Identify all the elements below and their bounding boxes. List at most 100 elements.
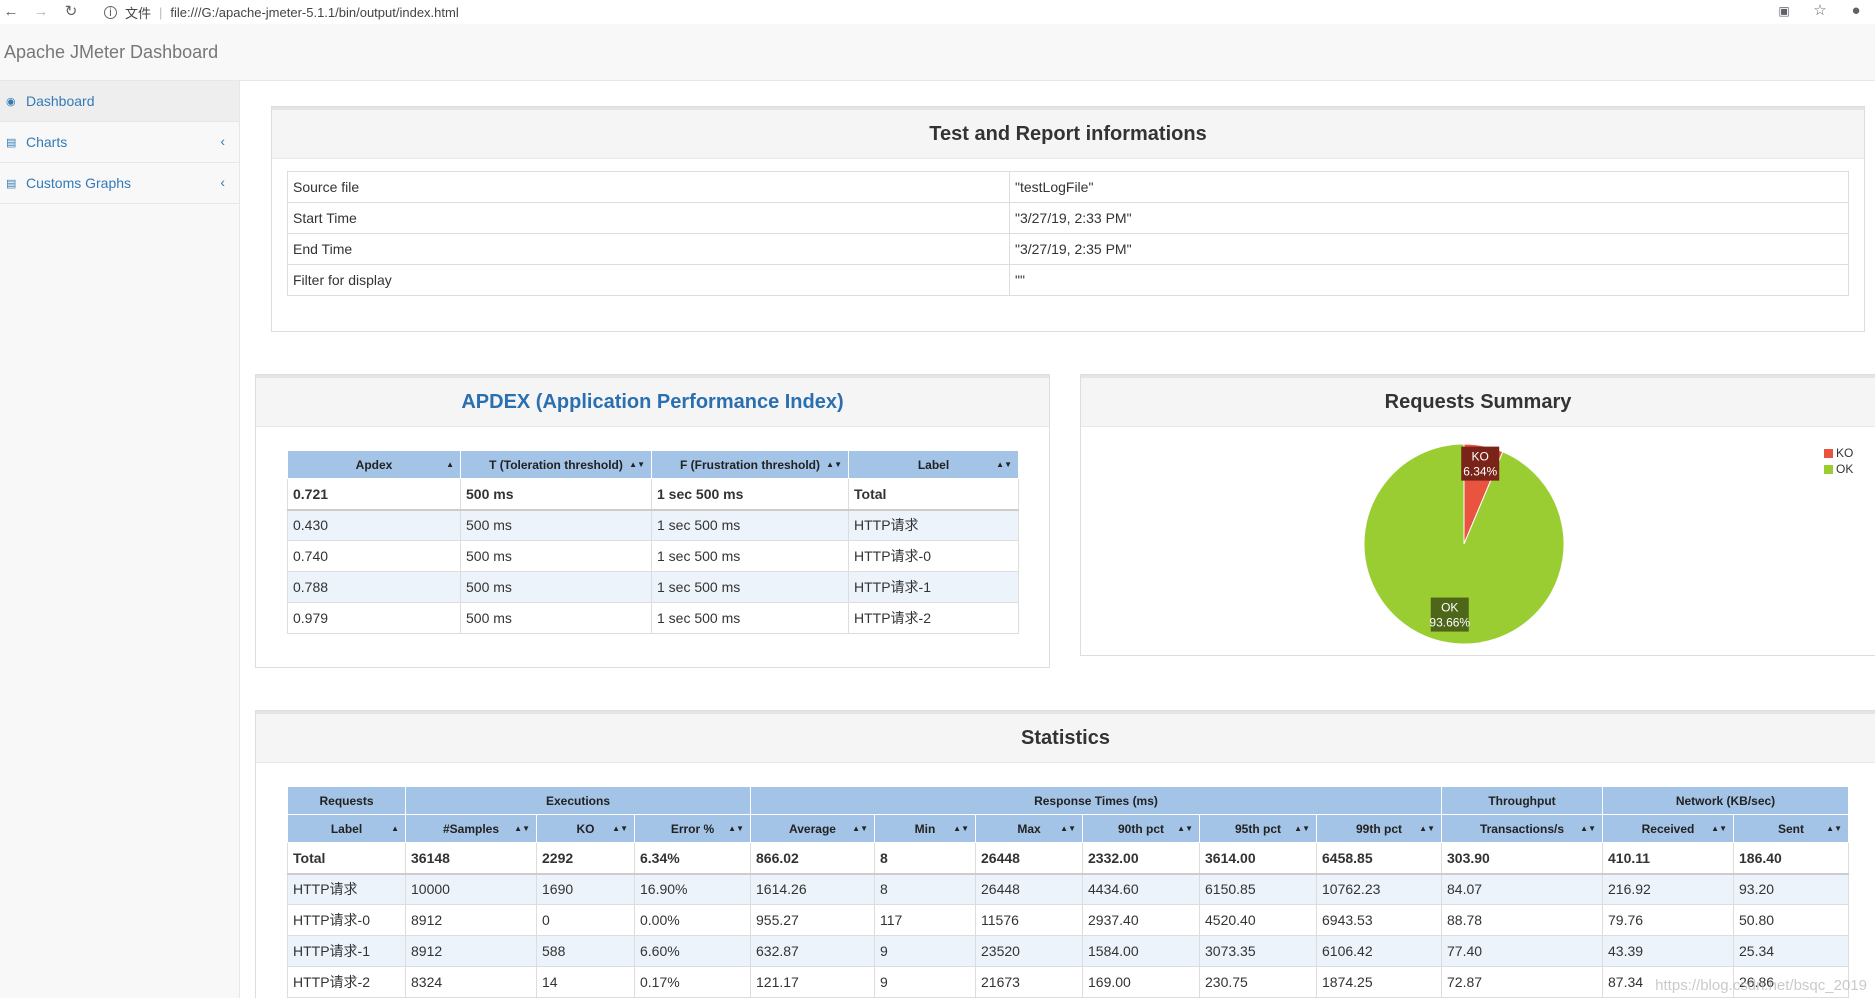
sort-icon: ▲▼: [826, 460, 842, 469]
star-icon[interactable]: ☆: [1813, 2, 1827, 19]
statistics-table: Requests Executions Response Times (ms) …: [287, 786, 1849, 998]
statistics-header-row: Label ▲ #Samples ▲▼ KO ▲▼ Error % ▲▼ Average…: [287, 814, 1849, 843]
apdex-cell: 500 ms: [460, 540, 652, 572]
statistics-cell: 77.40: [1441, 935, 1603, 967]
statistics-cell: HTTP请求-0: [287, 904, 406, 936]
info-value: "": [1009, 264, 1849, 296]
header-label: Min: [914, 821, 936, 836]
group-requests: Requests: [287, 786, 406, 815]
apdex-cell: 0.740: [287, 540, 461, 572]
reload-icon[interactable]: ↻: [64, 3, 78, 20]
apdex-cell: HTTP请求-1: [848, 571, 1019, 603]
col-transactions[interactable]: Transactions/s ▲▼: [1441, 814, 1603, 843]
translate-icon[interactable]: ▣: [1778, 4, 1790, 18]
sort-icon: ▲▼: [1060, 824, 1076, 833]
statistics-cell: 0: [536, 904, 635, 936]
browser-toolbar: ← → ↻ i 文件 | file:///G:/apache-jmeter-5.…: [0, 0, 1875, 24]
statistics-cell: 21673: [975, 966, 1083, 998]
apdex-cell: 1 sec 500 ms: [651, 540, 849, 572]
apdex-cell: Total: [848, 478, 1019, 511]
legend-swatch: [1823, 463, 1834, 475]
col-99th-pct[interactable]: 99th pct ▲▼: [1316, 814, 1442, 843]
statistics-cell: 8: [874, 842, 976, 875]
statistics-cell: HTTP请求: [287, 873, 406, 905]
statistics-cell: 11576: [975, 904, 1083, 936]
statistics-cell: 16.90%: [634, 873, 751, 905]
apdex-row: 0.740 500 ms 1 sec 500 ms HTTP请求-0: [287, 540, 1019, 572]
apdex-cell: HTTP请求-2: [848, 602, 1019, 634]
sidebar-item-label: Dashboard: [26, 93, 95, 109]
info-value: "3/27/19, 2:33 PM": [1009, 202, 1849, 234]
info-row: Filter for display "": [287, 264, 1849, 296]
col-average[interactable]: Average ▲▼: [750, 814, 875, 843]
sort-asc-icon: ▲: [446, 460, 454, 469]
header-label: 99th pct: [1355, 821, 1402, 836]
pie-label-box: [1430, 597, 1469, 632]
legend-item-ko[interactable]: KO: [1823, 445, 1853, 461]
col-ko[interactable]: KO ▲▼: [536, 814, 635, 843]
pie-slice-ok[interactable]: [1363, 443, 1565, 645]
apdex-cell: 1 sec 500 ms: [651, 571, 849, 603]
col-samples[interactable]: #Samples ▲▼: [405, 814, 537, 843]
sidebar-item-customs-graphs[interactable]: ▤ Customs Graphs ‹: [0, 163, 239, 204]
forward-icon[interactable]: →: [33, 3, 49, 20]
statistics-cell: 26448: [975, 842, 1083, 875]
statistics-cell: 6106.42: [1316, 935, 1442, 967]
url-text[interactable]: file:///G:/apache-jmeter-5.1.1/bin/outpu…: [170, 4, 459, 20]
back-icon[interactable]: ←: [3, 3, 19, 20]
apdex-col-toleration[interactable]: T (Toleration threshold) ▲▼: [460, 450, 652, 479]
statistics-cell: HTTP请求-1: [287, 935, 406, 967]
pie-label-ko: KO6.34%: [1461, 446, 1500, 481]
legend-item-ok[interactable]: OK: [1823, 461, 1853, 477]
requests-summary-title: Requests Summary: [1081, 375, 1875, 427]
apdex-panel-title: APDEX (Application Performance Index): [256, 375, 1049, 427]
dashboard-icon: ◉: [6, 95, 16, 108]
sort-icon: ▲▼: [612, 824, 628, 833]
apdex-col-label[interactable]: Label ▲▼: [848, 450, 1019, 479]
statistics-cell: 186.40: [1733, 842, 1849, 875]
apdex-cell: 500 ms: [460, 602, 652, 634]
apdex-row: 0.430 500 ms 1 sec 500 ms HTTP请求: [287, 509, 1019, 541]
col-90th-pct[interactable]: 90th pct ▲▼: [1082, 814, 1200, 843]
apdex-cell: 0.430: [287, 509, 461, 541]
header-label: Received: [1641, 821, 1695, 836]
col-max[interactable]: Max ▲▼: [975, 814, 1083, 843]
info-panel-title: Test and Report informations: [272, 107, 1864, 159]
apdex-col-apdex[interactable]: Apdex ▲: [287, 450, 461, 479]
pie-legend: KO OK: [1823, 445, 1853, 477]
statistics-cell: 88.78: [1441, 904, 1603, 936]
statistics-cell: 410.11: [1602, 842, 1734, 875]
col-label[interactable]: Label ▲: [287, 814, 406, 843]
app-header: Apache JMeter Dashboard: [0, 24, 1875, 81]
sidebar-item-dashboard[interactable]: ◉ Dashboard: [0, 81, 239, 122]
info-value: "3/27/19, 2:35 PM": [1009, 233, 1849, 265]
statistics-row: HTTP请求 10000 1690 16.90% 1614.26 8 26448 4434.6…: [287, 873, 1849, 905]
col-received[interactable]: Received ▲▼: [1602, 814, 1734, 843]
apdex-col-frustration[interactable]: F (Frustration threshold) ▲▼: [651, 450, 849, 479]
app-title[interactable]: Apache JMeter Dashboard: [4, 42, 219, 62]
statistics-cell: 6458.85: [1316, 842, 1442, 875]
col-min[interactable]: Min ▲▼: [874, 814, 976, 843]
statistics-cell: 14: [536, 966, 635, 998]
statistics-cell: 121.17: [750, 966, 875, 998]
sort-icon: ▲▼: [728, 824, 744, 833]
info-table: Source file "testLogFile" Start Time "3/…: [287, 171, 1849, 296]
info-panel: Test and Report informations Source file…: [271, 106, 1865, 332]
statistics-panel: Statistics Requests Executions Response …: [255, 710, 1875, 998]
address-bar[interactable]: i 文件 | file:///G:/apache-jmeter-5.1.1/bi…: [104, 3, 459, 22]
col-error-pct[interactable]: Error % ▲▼: [634, 814, 751, 843]
legend-label: OK: [1836, 462, 1854, 476]
col-sent[interactable]: Sent ▲▼: [1733, 814, 1849, 843]
account-icon[interactable]: ●: [1851, 2, 1861, 19]
col-95th-pct[interactable]: 95th pct ▲▼: [1199, 814, 1317, 843]
statistics-cell: 93.20: [1733, 873, 1849, 905]
info-label: Start Time: [287, 202, 1010, 234]
statistics-cell: 36148: [405, 842, 537, 875]
statistics-cell: 6150.85: [1199, 873, 1317, 905]
sidebar-item-charts[interactable]: ▤ Charts ‹: [0, 122, 239, 163]
statistics-row: HTTP请求-1 8912 588 6.60% 632.87 9 23520 1584.00 3…: [287, 935, 1849, 967]
statistics-cell: 9: [874, 935, 976, 967]
header-label: Average: [789, 821, 836, 836]
sort-icon: ▲▼: [852, 824, 868, 833]
